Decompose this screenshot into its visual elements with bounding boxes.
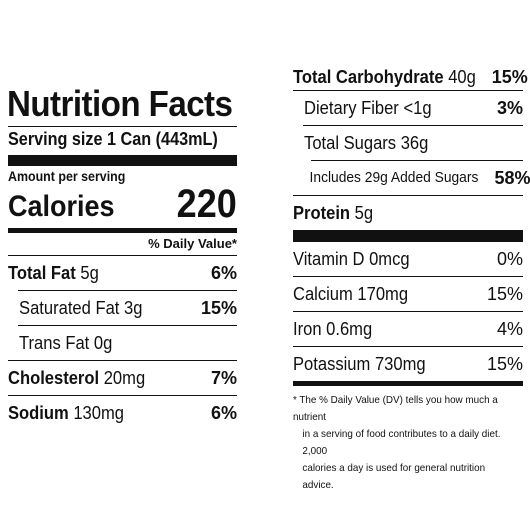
divider-medium [8,228,237,233]
nutrient-percent: 6% [210,403,237,423]
divider [18,325,237,326]
serving-size: Serving size 1 Can (443mL) [8,129,218,149]
footnote-line: calories a day is used for general nutri… [302,462,486,491]
nutrient-name: Protein 5g [293,203,374,223]
nutrient-row-added-sugars: Includes 29g Added Sugars 58% [293,161,530,195]
nutrient-name: Sodium 130mg [8,403,124,423]
divider-thick [8,155,237,166]
divider-thick [293,230,523,242]
nutrient-name: Total Sugars 36g [304,133,429,153]
nutrient-name: Cholesterol 20mg [8,368,146,388]
vitamin-percent: 0% [496,249,523,269]
vitamin-name: Calcium 170mg [293,284,409,304]
nutrient-name: Trans Fat 0g [19,333,113,353]
daily-value-header: % Daily Value* [148,236,237,251]
divider [303,125,523,126]
nutrient-name: Total Carbohydrate 40g [293,67,476,87]
nutrient-row-trans-fat: Trans Fat 0g [8,326,237,360]
nutrient-percent: 3% [496,98,523,118]
footnote-line: in a serving of food contributes to a da… [302,428,501,457]
divider [8,395,237,396]
divider [8,126,237,127]
calories-label: Calories [8,190,115,223]
nutrient-percent: 58% [494,168,530,188]
calories-row: Calories 220 [8,182,237,226]
divider [8,255,237,256]
divider [311,160,523,161]
nutrition-label-left-panel: Nutrition Facts Serving size 1 Can (443m… [7,83,237,430]
nutrient-row-cholesterol: Cholesterol 20mg 7% [8,361,237,395]
divider [293,311,523,312]
nutrient-row-total-fat: Total Fat 5g 6% [8,256,237,290]
nutrient-name: Includes 29g Added Sugars [309,169,479,186]
amount-per-serving: Amount per serving [8,169,126,184]
vitamin-name: Potassium 730mg [293,354,426,374]
nutrient-row-sodium: Sodium 130mg 6% [8,396,237,430]
nutrition-label-right-panel: Total Carbohydrate 40g 15% Dietary Fiber… [293,64,530,494]
nutrient-row-total-sugars: Total Sugars 36g [293,126,523,160]
vitamin-percent: 4% [496,319,523,339]
nutrient-percent: 15% [200,298,237,318]
vitamin-name: Iron 0.6mg [293,319,373,339]
nutrient-row-total-carbohydrate: Total Carbohydrate 40g 15% [293,64,528,90]
footnote-line: * The % Daily Value (DV) tells you how m… [293,394,498,423]
vitamin-row-iron: Iron 0.6mg 4% [293,312,523,346]
divider [293,195,523,196]
vitamin-name: Vitamin D 0mcg [293,249,410,269]
nutrient-name: Dietary Fiber <1g [304,98,432,118]
nutrient-percent: 6% [210,263,237,283]
nutrient-percent: 15% [491,67,528,87]
nutrition-facts-title: Nutrition Facts [7,83,233,124]
vitamin-percent: 15% [486,284,523,304]
divider [293,346,523,347]
daily-value-footnote: * The % Daily Value (DV) tells you how m… [293,392,509,494]
vitamin-row-calcium: Calcium 170mg 15% [293,277,523,311]
nutrient-row-protein: Protein 5g [293,196,523,230]
vitamin-row-potassium: Potassium 730mg 15% [293,347,523,381]
nutrient-name: Total Fat 5g [8,263,99,283]
nutrient-percent: 7% [210,368,237,388]
divider [8,360,237,361]
nutrient-name: Saturated Fat 3g [19,298,143,318]
vitamin-percent: 15% [486,354,523,374]
divider [18,290,237,291]
nutrient-row-dietary-fiber: Dietary Fiber <1g 3% [293,91,523,125]
divider [293,90,523,91]
divider [293,276,523,277]
divider-medium [293,381,523,386]
nutrient-row-saturated-fat: Saturated Fat 3g 15% [8,291,237,325]
vitamin-row-vitamin-d: Vitamin D 0mcg 0% [293,242,523,276]
calories-value: 220 [176,182,237,226]
